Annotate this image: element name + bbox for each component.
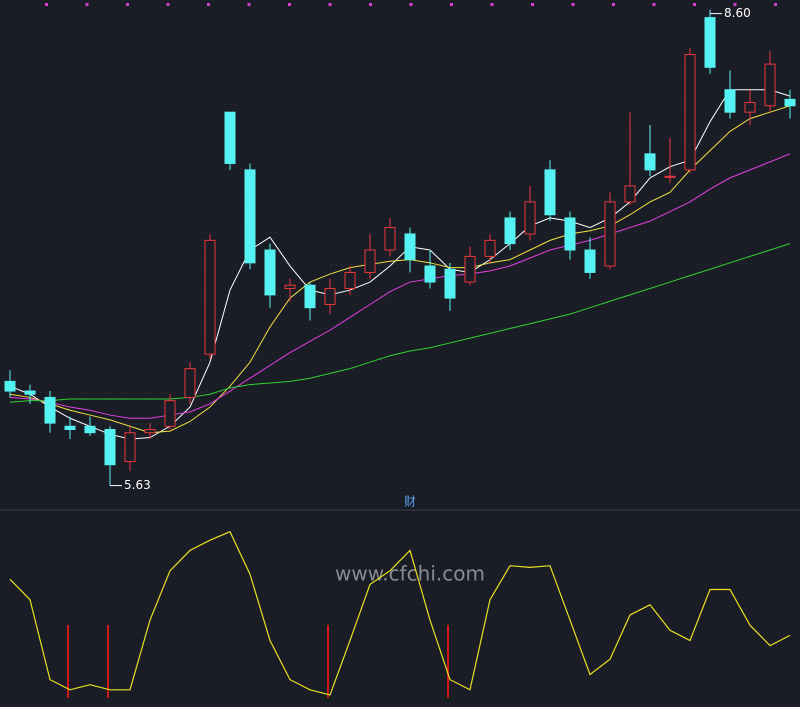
watermark: www.cfchi.com xyxy=(335,562,485,586)
candle-body xyxy=(144,428,156,434)
candle-body xyxy=(424,265,436,283)
candle-body xyxy=(344,271,356,289)
top-dot xyxy=(652,3,656,6)
top-dot xyxy=(531,3,534,6)
candle-body xyxy=(264,249,276,296)
candle-body xyxy=(684,53,696,171)
top-dot xyxy=(126,3,129,6)
candle-body xyxy=(744,102,756,113)
top-dot xyxy=(207,3,210,6)
candle-body xyxy=(4,380,16,392)
top-dot xyxy=(774,3,777,6)
annotation-label: 8.60 xyxy=(724,6,751,20)
candle-body xyxy=(444,268,456,299)
candle-body xyxy=(324,287,336,305)
top-dot xyxy=(450,3,453,6)
top-dot xyxy=(612,3,615,6)
candle-body xyxy=(644,153,656,171)
candle-body xyxy=(384,227,396,251)
candle-body xyxy=(624,185,636,203)
candle-body xyxy=(504,217,516,245)
candle-body xyxy=(364,249,376,273)
candle-body xyxy=(124,432,136,463)
candle-body xyxy=(64,425,76,430)
candle-body xyxy=(24,390,36,395)
top-dot xyxy=(369,3,372,6)
candle-body xyxy=(484,239,496,257)
ma-line xyxy=(9,89,791,440)
ma-line xyxy=(9,243,791,403)
candle-body xyxy=(604,201,616,267)
top-dot xyxy=(693,3,696,6)
candle-body xyxy=(224,111,236,164)
candle-body xyxy=(164,400,176,427)
candle-body xyxy=(664,175,676,178)
annotation-label: 5.63 xyxy=(124,478,151,492)
top-dot xyxy=(733,3,737,6)
candle-body xyxy=(404,233,416,261)
candle-body xyxy=(704,17,716,68)
candle-body xyxy=(304,284,316,309)
ma-line xyxy=(9,153,791,419)
top-dot xyxy=(288,3,291,6)
candle-body xyxy=(564,217,576,251)
panel-label: 财 xyxy=(404,495,416,509)
candle-body xyxy=(724,89,736,113)
candle-body xyxy=(584,249,596,273)
candle-body xyxy=(104,428,116,466)
candle-body xyxy=(84,425,96,434)
candle-body xyxy=(284,284,296,289)
ma-line xyxy=(9,105,791,434)
top-dot xyxy=(409,3,413,6)
top-dot xyxy=(247,3,251,6)
top-dot xyxy=(85,3,89,6)
candle-body xyxy=(784,98,796,107)
candle-body xyxy=(44,396,56,424)
top-dot xyxy=(45,3,48,6)
oscillator-line xyxy=(9,530,791,696)
candle-body xyxy=(464,255,476,283)
candle-body xyxy=(764,63,776,107)
candle-body xyxy=(204,239,216,355)
candle-body xyxy=(544,169,556,216)
top-dot xyxy=(490,3,494,6)
top-dot xyxy=(328,3,332,6)
top-dot xyxy=(571,3,575,6)
candle-body xyxy=(184,368,196,398)
candle-body xyxy=(244,169,256,264)
top-dot xyxy=(166,3,170,6)
candle-body xyxy=(524,201,536,235)
